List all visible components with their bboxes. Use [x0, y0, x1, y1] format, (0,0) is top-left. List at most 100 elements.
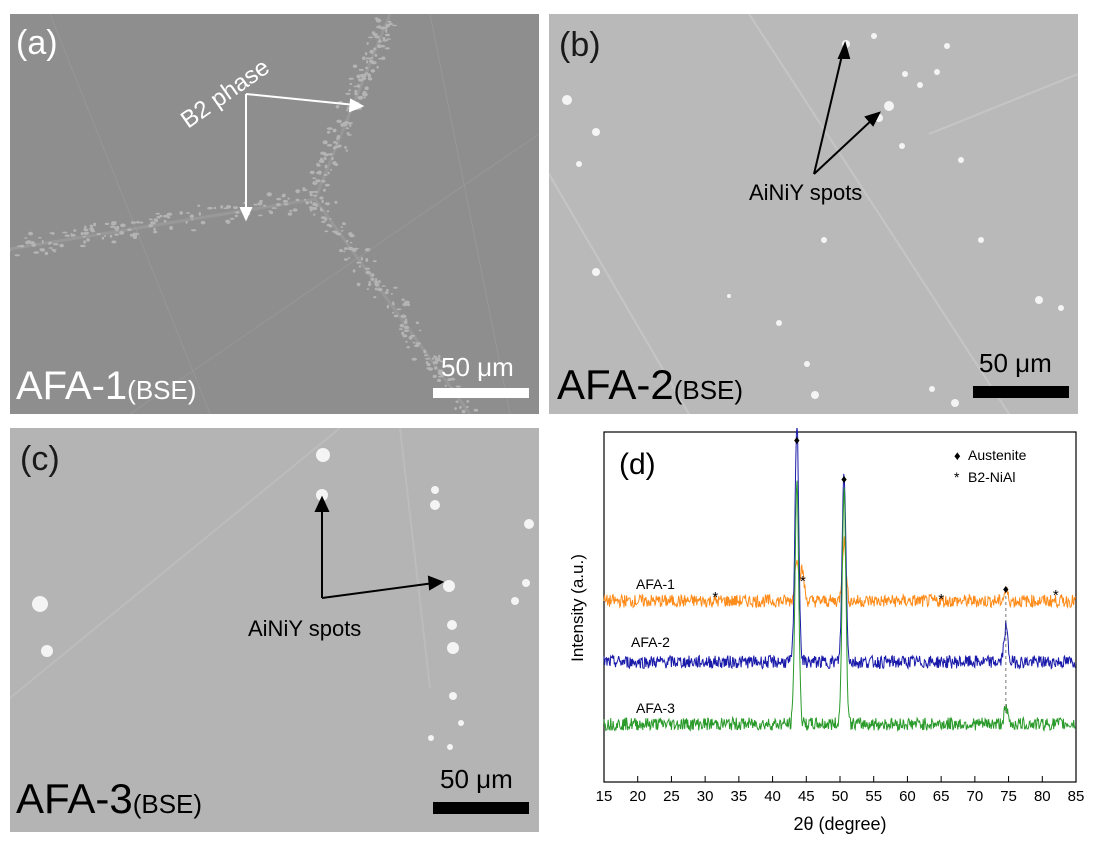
b2-precipitate [372, 260, 377, 263]
b2-precipitate [438, 369, 444, 373]
b2-precipitate [376, 65, 379, 69]
ainiy-spot [884, 101, 894, 111]
ainiy-spot [1058, 305, 1064, 311]
micrograph-afa-2: (b) AiNiY spots AFA-2(BSE) 50 μm [549, 14, 1078, 414]
scale-bar-label: 50 μm [441, 352, 514, 382]
b2-precipitate [207, 206, 214, 210]
b2-precipitate [109, 234, 113, 238]
micrograph-background [10, 14, 539, 414]
sample-label: AFA-3(BSE) [16, 775, 202, 822]
b2-precipitate [343, 250, 346, 253]
ainiy-spot [727, 294, 731, 298]
b2-precipitate [367, 73, 371, 78]
ainiy-spot [431, 486, 439, 494]
imaging-mode: (BSE) [674, 375, 743, 405]
b2-precipitate [110, 222, 117, 226]
b2-precipitate [326, 127, 333, 130]
b2-precipitate [136, 220, 140, 224]
b2-precipitate [433, 355, 436, 358]
b2-marker: * [712, 589, 718, 606]
b2-precipitate [269, 211, 274, 215]
b2-precipitate [129, 233, 134, 237]
b2-precipitate [287, 212, 293, 216]
b2-precipitate [313, 190, 318, 193]
b2-precipitate [234, 214, 239, 218]
b2-precipitate [326, 130, 331, 134]
b2-precipitate [367, 77, 373, 81]
legend-label-austenite: Austenite [968, 447, 1027, 463]
ainiy-spot [804, 361, 810, 367]
b2-precipitate [403, 320, 408, 324]
b2-precipitate [263, 204, 267, 207]
b2-precipitate [312, 194, 317, 197]
ainiy-spot [978, 237, 984, 243]
b2-precipitate [398, 328, 404, 330]
x-tick-label: 75 [1000, 788, 1017, 805]
b2-precipitate [328, 153, 333, 156]
b2-precipitate [329, 218, 332, 220]
x-axis-ticks: 15 20 25 30 35 40 45 50 55 60 65 70 75 80 85 [596, 776, 1084, 805]
b2-precipitate [312, 177, 317, 179]
b2-precipitate [370, 56, 373, 59]
b2-precipitate [362, 56, 366, 60]
b2-precipitate [345, 149, 348, 152]
b2-precipitate [308, 191, 315, 193]
scratch-lines [49, 14, 539, 414]
scale-bar-label: 50 μm [979, 348, 1052, 378]
b2-precipitate [33, 251, 40, 254]
b2-precipitate [336, 119, 342, 124]
b2-precipitate [189, 214, 194, 219]
b2-precipitate [338, 144, 342, 148]
micrograph-afa-3: (c) AiNiY spots AFA-3(BSE) 50 μm [10, 428, 539, 832]
b2-precipitate [431, 357, 435, 360]
b2-precipitate [319, 196, 324, 200]
b2-precipitate [186, 212, 190, 214]
xrd-chart: 15 20 25 30 35 40 45 50 55 60 65 70 75 80 85 ♦ ♦ ♦ * * * * (… [549, 428, 1099, 846]
b2-precipitate [120, 223, 126, 228]
b2-precipitate [59, 243, 64, 248]
b2-precipitate [320, 209, 324, 212]
x-tick-label: 45 [798, 788, 815, 805]
sample-name: AFA-2 [557, 361, 674, 408]
b2-precipitate [348, 89, 352, 92]
b2-precipitate [354, 89, 358, 94]
b2-precipitate [309, 209, 313, 212]
b2-precipitate [349, 123, 352, 128]
b2-precipitate [455, 400, 459, 403]
b2-precipitate [322, 188, 326, 192]
b2-precipitate [89, 227, 95, 231]
sample-name: AFA-3 [16, 775, 133, 822]
b2-precipitate [375, 278, 378, 282]
b2-precipitate [366, 42, 369, 45]
b2-precipitate [344, 146, 347, 149]
b2-precipitate [127, 228, 132, 232]
b2-precipitate [83, 232, 88, 235]
b2-precipitate [392, 301, 395, 305]
b2-precipitate [370, 273, 375, 277]
b2-precipitate [276, 198, 279, 200]
b2-precipitate [281, 194, 286, 198]
b2-precipitate [253, 203, 258, 206]
b2-precipitate [332, 128, 337, 133]
b2-precipitate [437, 378, 442, 383]
b2-precipitate [282, 199, 288, 203]
b2-precipitate [340, 226, 344, 228]
b2-precipitate [349, 241, 353, 244]
ainiy-spot [576, 161, 582, 167]
b2-precipitate [358, 265, 361, 268]
b2-precipitate [323, 156, 327, 161]
x-tick-label: 80 [1034, 788, 1051, 805]
b2-precipitate [393, 314, 399, 318]
b2-precipitate [346, 132, 350, 135]
b2-precipitate [353, 85, 359, 88]
b2-precipitate [379, 45, 386, 48]
b2-precipitate [335, 105, 340, 109]
ainiy-spot [776, 320, 782, 326]
b2-precipitate [381, 285, 386, 287]
b2-precipitate [424, 357, 431, 360]
ainiy-spot [592, 128, 600, 136]
b2-precipitate [326, 144, 333, 147]
b2-precipitate [198, 212, 201, 216]
sample-name: AFA-1 [16, 364, 127, 408]
ainiy-spot [511, 597, 519, 605]
